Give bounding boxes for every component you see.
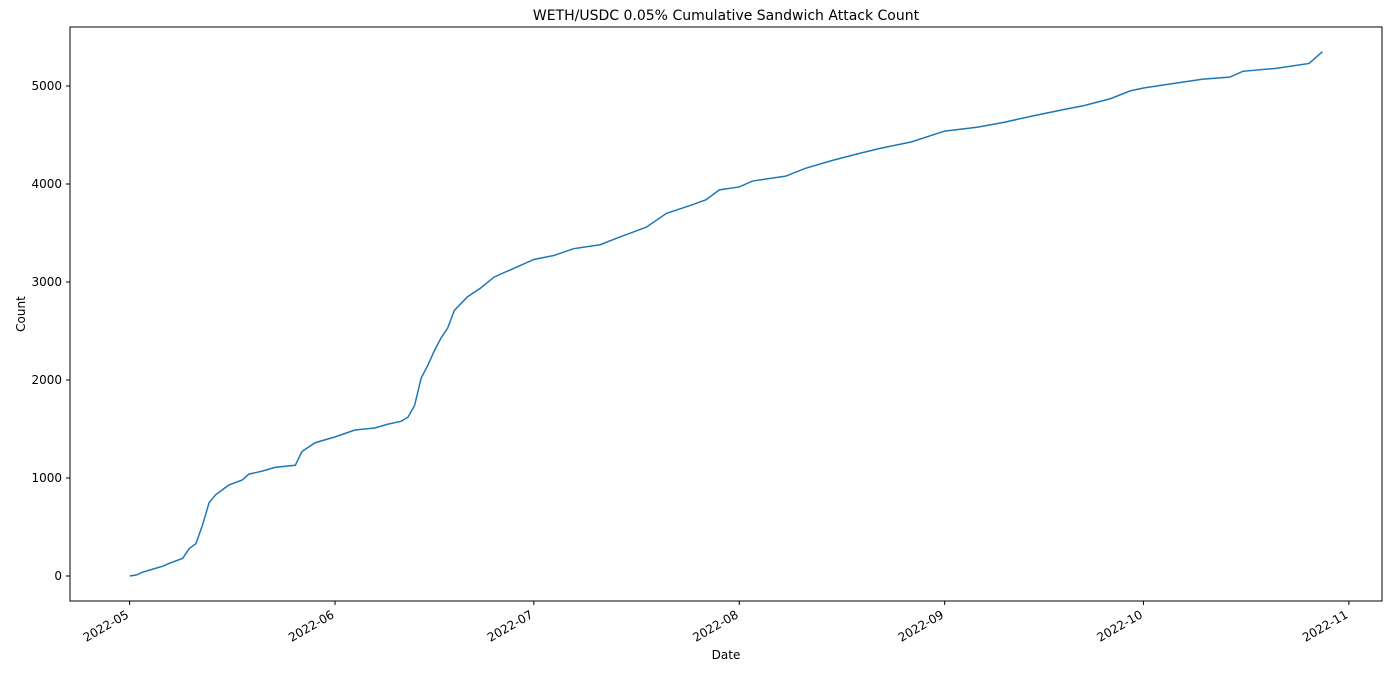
- data-line: [129, 51, 1323, 577]
- chart-title: WETH/USDC 0.05% Cumulative Sandwich Atta…: [533, 8, 920, 24]
- x-tick-label: 2022-06: [286, 607, 336, 644]
- y-tick-label: 0: [54, 569, 62, 583]
- x-tick-label: 2022-11: [1300, 607, 1350, 644]
- x-tick-label: 2022-05: [81, 607, 131, 644]
- y-tick-label: 3000: [31, 275, 62, 289]
- x-tick-label: 2022-10: [1095, 607, 1145, 644]
- x-axis-label: Date: [712, 648, 741, 662]
- x-tick-label: 2022-08: [690, 607, 740, 644]
- y-tick-label: 4000: [31, 177, 62, 191]
- y-axis-label: Count: [14, 296, 28, 332]
- x-tick-label: 2022-07: [485, 607, 535, 644]
- x-tick-label: 2022-09: [896, 607, 946, 644]
- y-tick-label: 5000: [31, 79, 62, 93]
- y-tick-label: 2000: [31, 373, 62, 387]
- y-tick-label: 1000: [31, 471, 62, 485]
- plot-frame: [69, 26, 1383, 602]
